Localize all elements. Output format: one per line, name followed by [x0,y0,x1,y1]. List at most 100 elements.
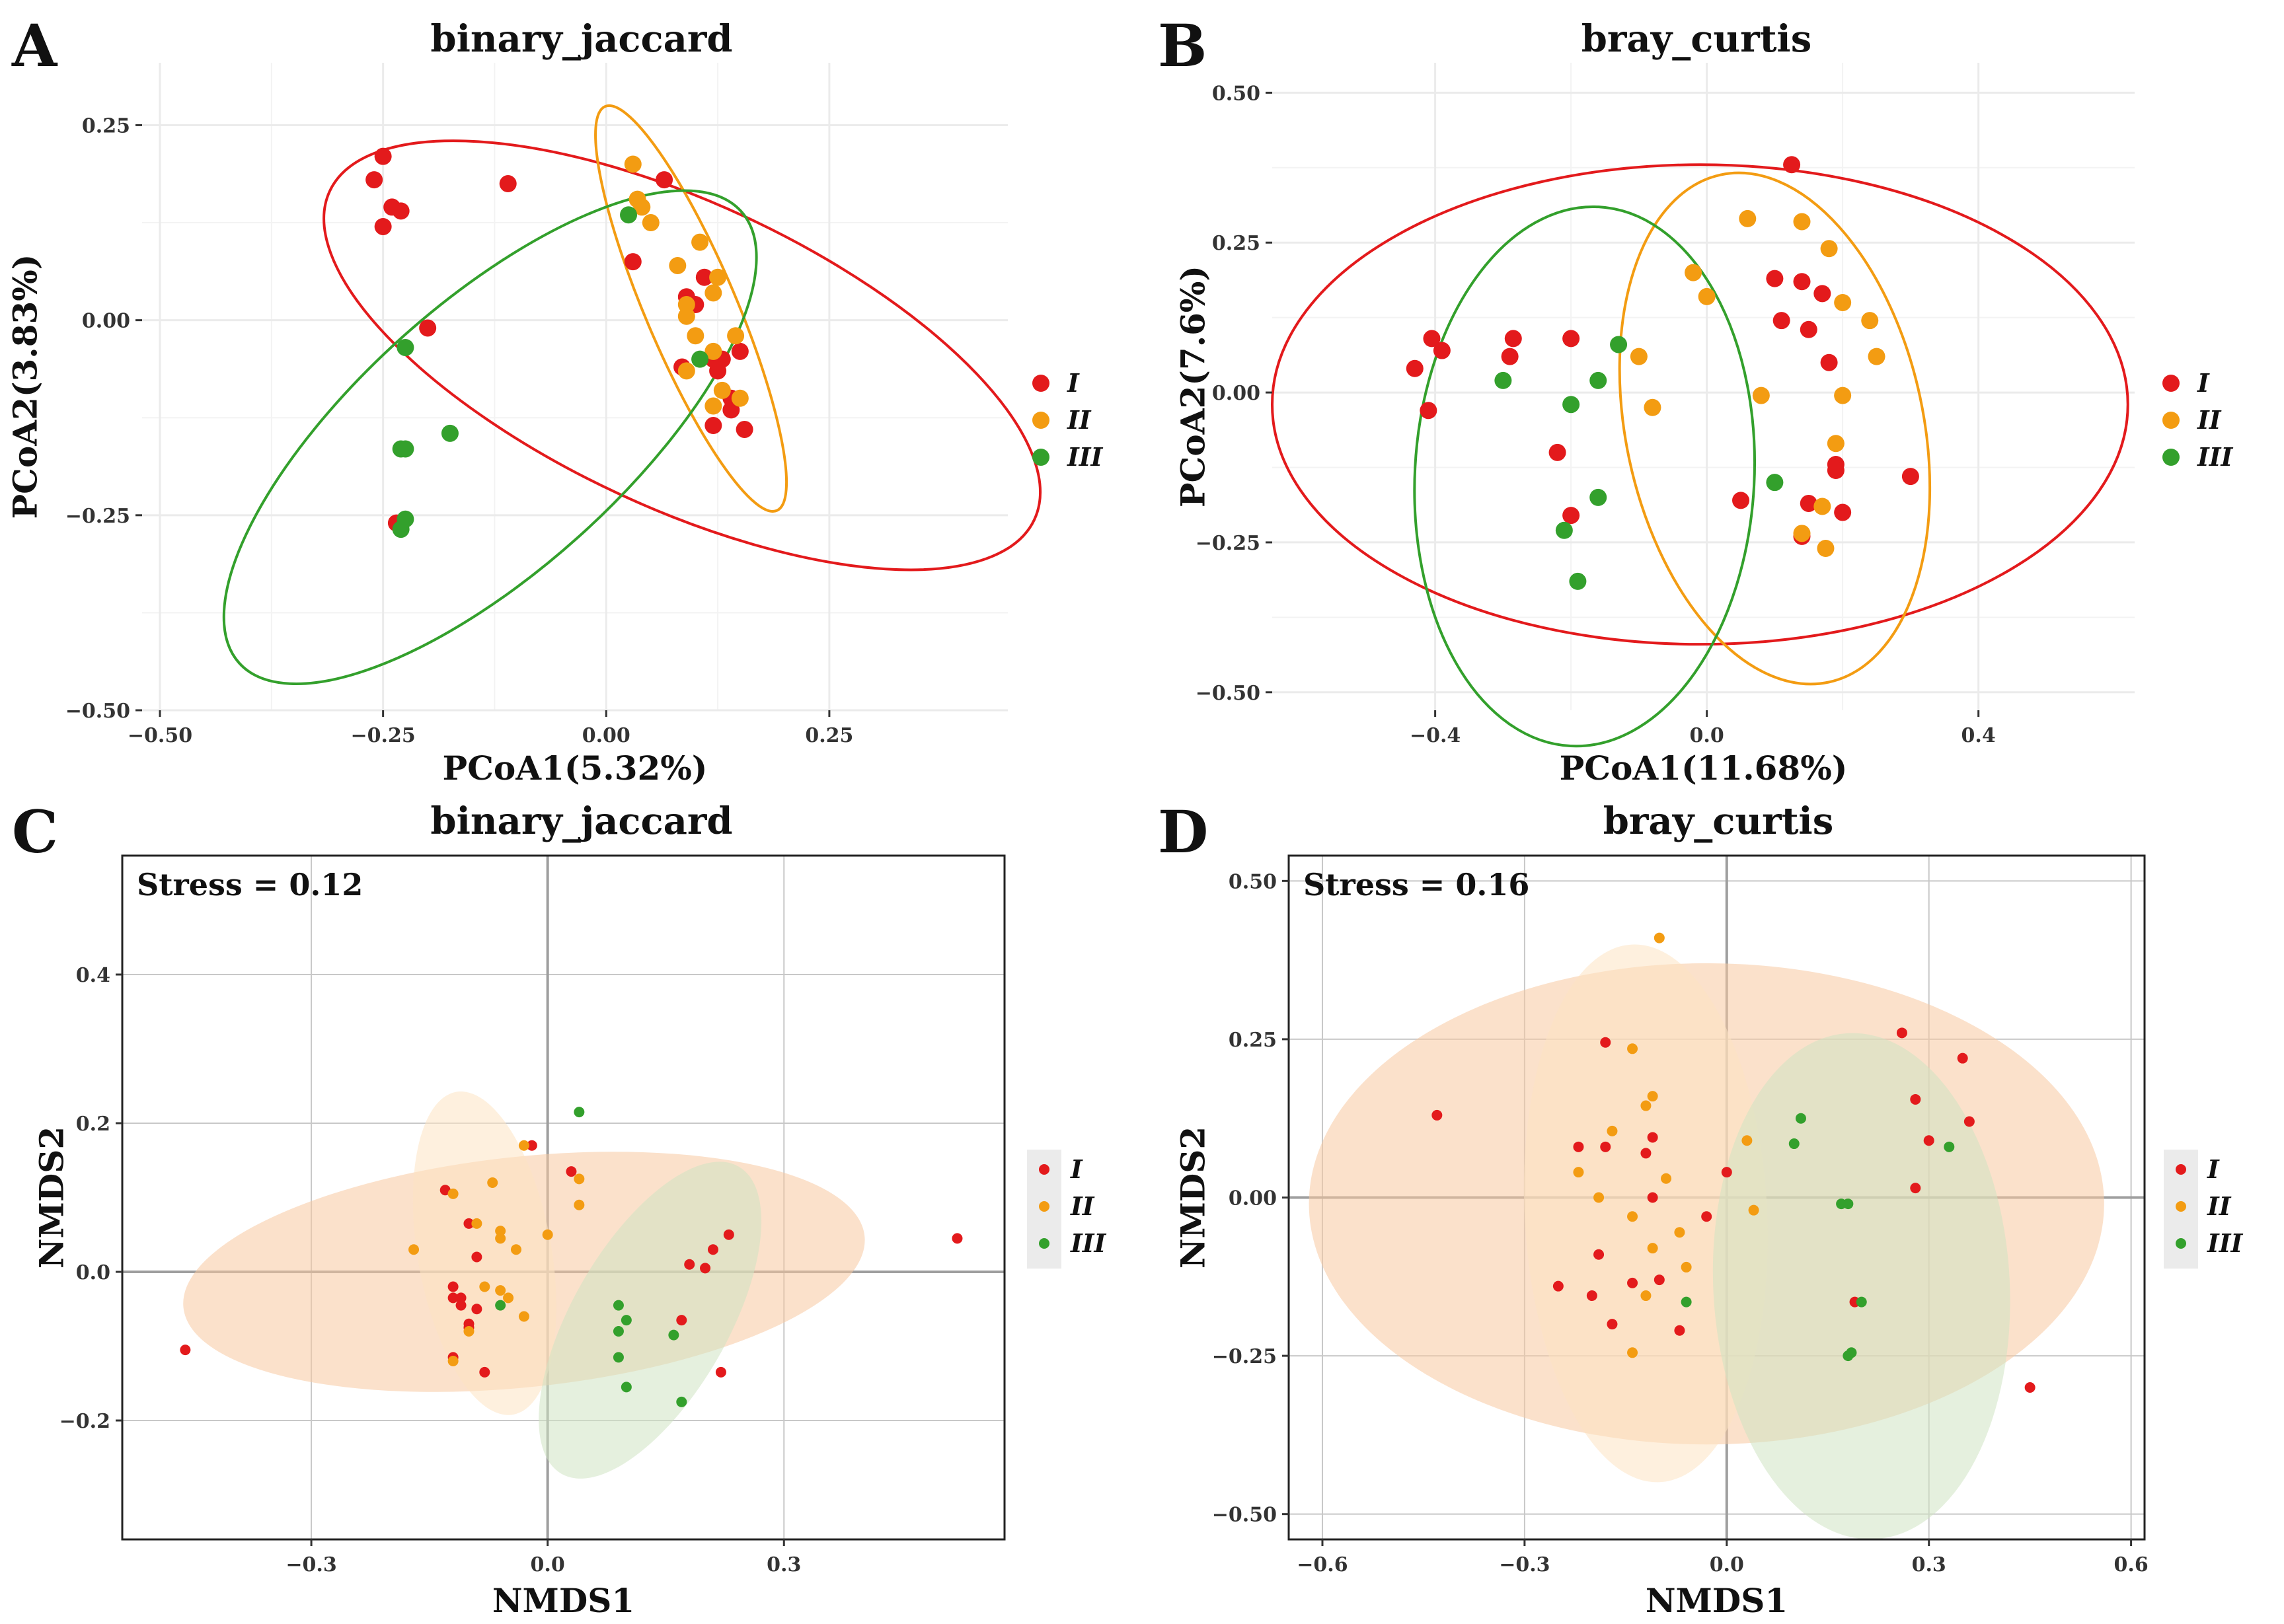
point-group-I [499,175,517,193]
point-group-III [676,1396,687,1407]
legend-label-III: III [1070,1228,1107,1258]
ellipse-group-II [1618,171,1932,686]
point-group-II [1868,348,1885,365]
point-group-II [727,327,745,345]
point-group-III [1589,371,1607,389]
ellipse-layer [1271,163,2129,748]
point-group-II [1681,1261,1692,1273]
point-group-II [624,155,642,173]
point-group-I [471,1304,482,1315]
y-axis-label: PCoA2(3.83%) [6,254,45,519]
point-group-I [1827,462,1845,480]
y-tick-label: 0.00 [1229,1187,1277,1210]
point-group-II [687,327,704,345]
y-tick-label: −0.25 [1196,532,1260,555]
y-axis-label: NMDS2 [32,1126,71,1269]
point-group-II [1640,1100,1652,1111]
axes: −0.50 −0.25 0.00 0.25 −0.50 −0.25 0.00 0.25 PCoA… [6,114,854,788]
point-group-I [1552,1280,1564,1292]
point-group-II [408,1244,420,1255]
point-group-I [700,1263,711,1274]
point-group-I [180,1345,191,1356]
point-group-II [503,1292,514,1304]
point-group-I [447,1292,459,1304]
point-group-I [1957,1052,1968,1064]
y-tick-label: −0.50 [1212,1504,1277,1527]
points-layer [365,147,753,538]
x-tick-label: −0.50 [128,724,192,747]
ellipse-group-II [1523,944,1768,1483]
point-group-I [715,1366,726,1378]
point-group-II [479,1281,490,1292]
x-tick-label: −0.4 [1410,724,1461,747]
point-group-III [1766,474,1784,492]
point-group-III [1788,1138,1800,1150]
legend-key-I [2176,1164,2186,1175]
point-group-I [1433,342,1451,359]
point-group-II [1627,1211,1638,1222]
point-group-I [471,1251,482,1263]
point-group-II [1739,209,1757,227]
point-group-II [1834,293,1852,311]
point-group-I [455,1300,467,1311]
y-tick-label: −0.50 [65,700,130,723]
point-group-I [1627,1277,1638,1288]
point-group-III [620,206,638,224]
point-group-I [439,1185,451,1196]
point-group-II [709,268,727,286]
ellipse-group-III [539,1162,762,1479]
point-group-II [471,1218,482,1229]
point-group-II [574,1173,585,1185]
point-group-I [707,1244,718,1255]
point-group-I [1783,156,1801,174]
point-group-I [1548,443,1566,461]
point-group-I [1431,1109,1443,1121]
point-group-II [1573,1167,1584,1178]
point-group-I [1701,1211,1712,1222]
x-tick-label: 0.0 [1710,1553,1744,1576]
legend-label-II: II [2207,1191,2232,1221]
y-tick-label: −0.2 [59,1410,110,1433]
legend-label-I: I [1067,368,1080,398]
point-group-I [952,1233,963,1244]
point-group-III [1846,1347,1857,1358]
point-group-II [1827,435,1845,453]
point-group-II [731,389,749,407]
point-group-I [419,319,437,337]
point-group-I [1654,1274,1665,1286]
x-tick-label: −0.6 [1297,1553,1348,1576]
point-group-II [1674,1227,1685,1238]
point-group-I [455,1292,467,1304]
point-group-I [1766,270,1784,287]
point-group-I [656,171,673,189]
point-group-II [1813,498,1831,515]
point-group-II [1630,348,1648,365]
point-group-III [495,1300,506,1311]
point-group-I [374,217,392,235]
point-group-II [633,198,651,216]
point-group-I [736,420,753,438]
point-group-I [447,1281,459,1292]
stress-annotation: Stress = 0.16 [1303,867,1529,903]
point-group-II [1748,1204,1759,1216]
point-group-III [397,440,414,458]
y-axis-label: NMDS2 [1174,1126,1213,1269]
point-group-III [1795,1113,1806,1124]
y-tick-label: 0.00 [82,310,130,333]
ellipse-layer [183,1091,865,1479]
point-group-III [1555,521,1573,539]
axes: −0.6 −0.3 0.0 0.3 0.6 −0.50 −0.25 0.00 0.25 0.50 N… [1174,870,2149,1620]
x-tick-label: 0.0 [1690,724,1724,747]
y-tick-label: 0.0 [76,1261,110,1284]
point-group-II [495,1233,506,1244]
axes: −0.3 0.0 0.3 −0.2 0.0 0.2 0.4 NMDS1 NMDS2 [32,964,802,1620]
y-tick-label: 0.25 [1212,232,1260,255]
point-group-I [1732,492,1750,509]
point-group-I [566,1166,577,1177]
point-group-III [1843,1199,1854,1210]
point-group-II [1627,1347,1638,1358]
point-group-I [365,171,383,189]
x-tick-label: −0.3 [286,1553,336,1576]
